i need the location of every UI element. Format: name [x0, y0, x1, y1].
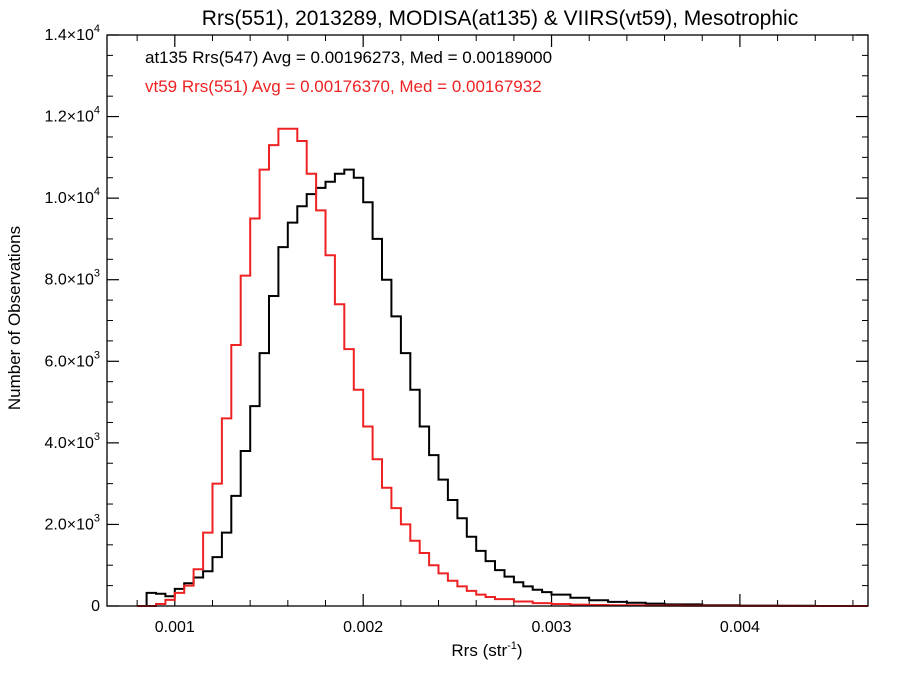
series-line-0: [137, 168, 868, 607]
series-line-1: [137, 127, 868, 607]
plot-frame: [106, 34, 869, 607]
x-tick-label: 0.001: [155, 619, 195, 636]
x-axis-label: Rrs (str-1): [451, 640, 522, 660]
y-tick-label: 2.0×103: [44, 512, 100, 533]
y-tick-label: 1.4×104: [44, 23, 100, 44]
legend-entry-0: at135 Rrs(547) Avg = 0.00196273, Med = 0…: [145, 48, 552, 67]
y-tick-label: 0: [91, 598, 100, 615]
y-axis-label: Number of Observations: [5, 226, 24, 410]
y-axis-ticks: 0 2.0×103 4.0×103 6.0×103 8.0×103 1.0×104 1.2×…: [44, 23, 868, 615]
x-tick-label: 0.004: [720, 619, 760, 636]
x-tick-label: 0.003: [532, 619, 572, 636]
y-tick-label: 6.0×103: [44, 349, 100, 370]
x-tick-label: 0.002: [343, 619, 383, 636]
legend-entry-1: vt59 Rrs(551) Avg = 0.00176370, Med = 0.…: [145, 77, 542, 96]
y-tick-label: 4.0×103: [44, 431, 100, 452]
series-layer: [137, 127, 868, 607]
y-tick-label: 1.2×104: [44, 105, 100, 126]
y-tick-label: 1.0×104: [44, 186, 100, 207]
y-tick-label: 8.0×103: [44, 268, 100, 289]
chart-title: Rrs(551), 2013289, MODISA(at135) & VIIRS…: [202, 7, 798, 30]
x-axis-ticks: 0.001 0.002 0.003 0.004: [136, 35, 854, 636]
